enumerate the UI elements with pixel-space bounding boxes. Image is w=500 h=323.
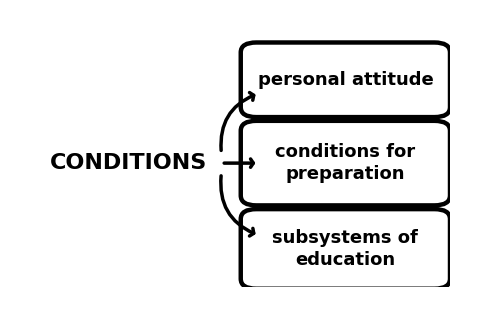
Text: subsystems of
education: subsystems of education	[272, 229, 418, 269]
FancyBboxPatch shape	[241, 209, 450, 289]
FancyBboxPatch shape	[241, 43, 450, 117]
Text: personal attitude: personal attitude	[258, 71, 433, 89]
Text: CONDITIONS: CONDITIONS	[50, 153, 207, 173]
Text: conditions for
preparation: conditions for preparation	[276, 143, 416, 183]
FancyBboxPatch shape	[241, 121, 450, 205]
